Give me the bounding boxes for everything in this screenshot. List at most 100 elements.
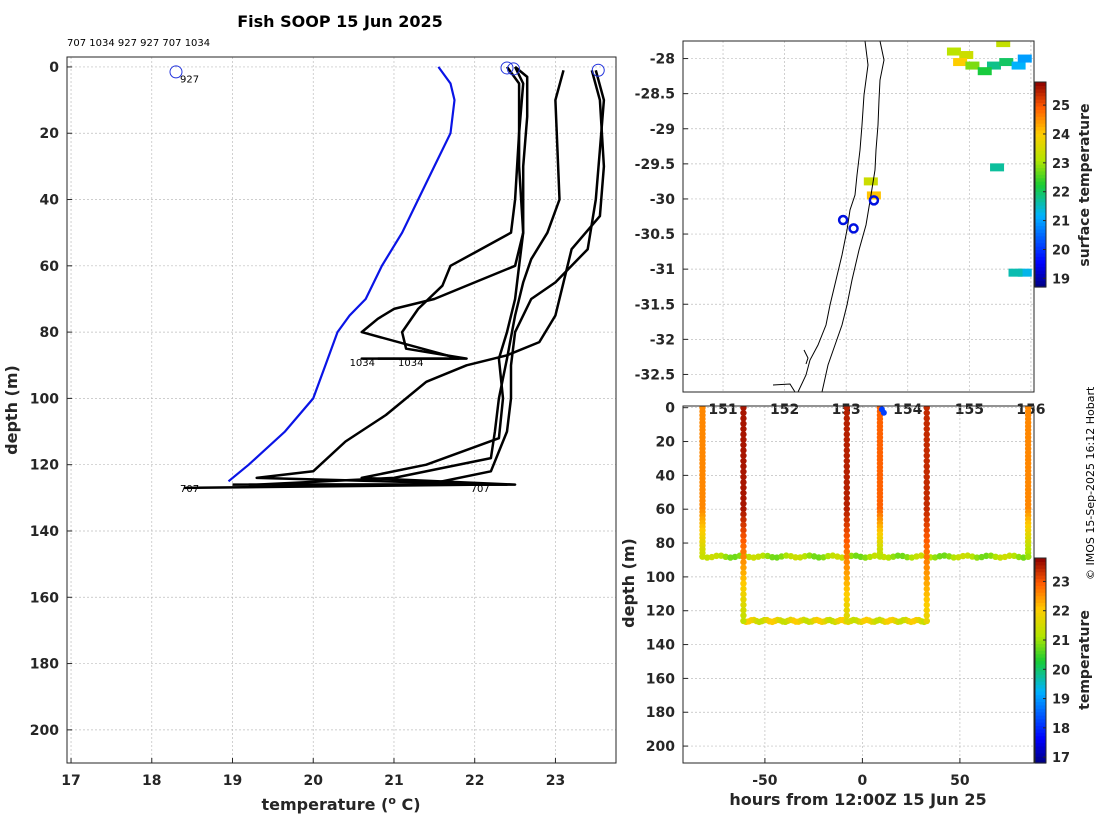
profile-start-marker (506, 62, 520, 76)
map-colorbar-segment (1035, 150, 1046, 155)
map-colorbar-segment (1035, 201, 1046, 206)
section-cast-point (843, 436, 850, 443)
section-cast-point (740, 409, 747, 417)
section-x-tick-label: 50 (950, 773, 970, 789)
section-cast-point (923, 569, 930, 577)
section-cast-point (843, 425, 850, 433)
section-colorbar-segment (1035, 698, 1046, 703)
section-cast-point (923, 543, 930, 550)
section-cast-point (740, 473, 747, 481)
map-colorbar-segment (1035, 198, 1046, 203)
map-colorbar-segment (1035, 164, 1046, 169)
section-colorbar-tick-label: 23 (1052, 575, 1070, 590)
section-colorbar-tick-label: 18 (1052, 722, 1070, 737)
section-cast-point (740, 516, 747, 523)
map-y-tick-label: -29.5 (635, 157, 675, 173)
section-cast-point (843, 532, 850, 539)
profile-ticks: 17 18 19 20 21 22 23 0 20 40 60 80 100 120 140 160 180 20… (30, 60, 565, 789)
section-cast-point (923, 575, 930, 582)
section-cast-point (923, 607, 930, 614)
sst-patch (953, 58, 968, 67)
profile-y-tick-label: 180 (30, 657, 59, 673)
section-cast-point (843, 537, 850, 545)
section-bottom-point (759, 552, 767, 559)
section-cast-point (740, 537, 747, 545)
section-colorbar-segment (1035, 759, 1046, 764)
profile-id-annotation: 1034 (350, 358, 375, 369)
section-colorbar-segment (1035, 592, 1046, 597)
section-cast-point (740, 564, 747, 571)
map-colorbar: 19 20 21 22 23 24 25 (1034, 81, 1070, 288)
sst-patch (946, 47, 961, 56)
map-colorbar-segment (1035, 259, 1046, 264)
section-colorbar-segment (1035, 646, 1046, 651)
profile-y-tick-label: 140 (30, 524, 59, 540)
profile-id-annotation: 1034 (398, 358, 423, 369)
section-cast-point (843, 564, 850, 571)
section-panel: -50 0 50 0 20 40 60 80 100 120 140 160 180 200 hours … (619, 401, 1093, 809)
section-cast-point (923, 537, 930, 545)
section-colorbar-segment (1035, 602, 1046, 607)
section-colorbar-segment (1035, 581, 1046, 586)
map-colorbar-tick-label: 21 (1052, 215, 1070, 230)
section-bottom-point (903, 553, 911, 561)
map-colorbar-segment (1035, 194, 1046, 199)
section-cast-point (923, 447, 930, 454)
map-colorbar-segment (1035, 266, 1046, 271)
map-colorbar-segment (1035, 181, 1046, 186)
section-x-label: hours from 12:00Z 15 Jun 25 (729, 790, 986, 809)
profile-line-black (232, 69, 565, 486)
profile-y-tick-label: 20 (40, 126, 60, 142)
section-cast-point (843, 591, 850, 598)
section-cast-point (923, 601, 930, 609)
map-y-tick-label: -31.5 (635, 297, 675, 313)
section-cast-point (923, 479, 930, 486)
section-bottom-point (894, 552, 902, 559)
section-colorbar-segment (1035, 677, 1046, 682)
section-cast-point (843, 585, 850, 593)
section-cast-point (740, 591, 747, 598)
section-y-tick-label: 20 (656, 435, 676, 451)
section-bottom-point (745, 553, 753, 561)
section-colorbar-segment (1035, 653, 1046, 658)
section-cast-point (843, 553, 850, 561)
section-colorbar-segment (1035, 742, 1046, 747)
section-colorbar-segment (1035, 739, 1046, 744)
profile-id-annotation: 927 (180, 75, 199, 86)
section-cast-point (740, 612, 747, 619)
section-bottom-point (824, 552, 832, 560)
map-colorbar-segment (1035, 133, 1046, 138)
map-colorbar-segment (1035, 174, 1046, 179)
section-colorbar-label: temperature (1077, 610, 1093, 710)
map-colorbar-segment (1035, 252, 1046, 257)
section-colorbar-segment (1035, 670, 1046, 675)
section-cast-point (923, 527, 930, 534)
section-cast-point (843, 575, 850, 582)
section-colorbar-tick-label: 17 (1052, 751, 1070, 766)
section-colorbar-segment (1035, 564, 1046, 569)
map-y-tick-label: -31 (650, 262, 675, 278)
section-cast-point (843, 580, 850, 587)
section-cast-point (923, 548, 930, 555)
profile-panel: 707 1034 927 927 707 1034 927 1034 1034 707… (2, 38, 617, 814)
section-cast-point (740, 479, 747, 486)
section-y-tick-label: 80 (656, 536, 676, 552)
sst-patches (863, 41, 1032, 277)
section-colorbar-segment (1035, 629, 1046, 634)
section-cast-point (740, 457, 747, 465)
map-colorbar-segment (1035, 232, 1046, 237)
section-cast-point (843, 406, 850, 411)
section-y-tick-label: 60 (656, 502, 676, 518)
map-colorbar-tick-label: 22 (1052, 186, 1070, 201)
map-x-tick-label: 154 (893, 402, 922, 418)
section-colorbar-segment (1035, 708, 1046, 713)
section-colorbar-segment (1035, 725, 1046, 730)
section-cast-point (740, 521, 747, 529)
profile-line-black (248, 69, 606, 486)
map-colorbar-segment (1035, 276, 1046, 281)
map-colorbar-segment (1035, 126, 1046, 131)
section-colorbar-segment (1035, 694, 1046, 699)
section-cold-point (880, 409, 887, 416)
map-y-tick-label: -32 (650, 332, 675, 348)
section-cast-point (923, 415, 930, 422)
